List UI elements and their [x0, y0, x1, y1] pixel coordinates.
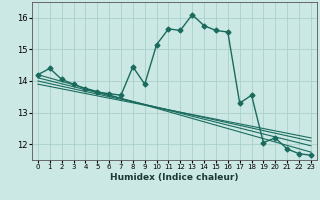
X-axis label: Humidex (Indice chaleur): Humidex (Indice chaleur): [110, 173, 239, 182]
